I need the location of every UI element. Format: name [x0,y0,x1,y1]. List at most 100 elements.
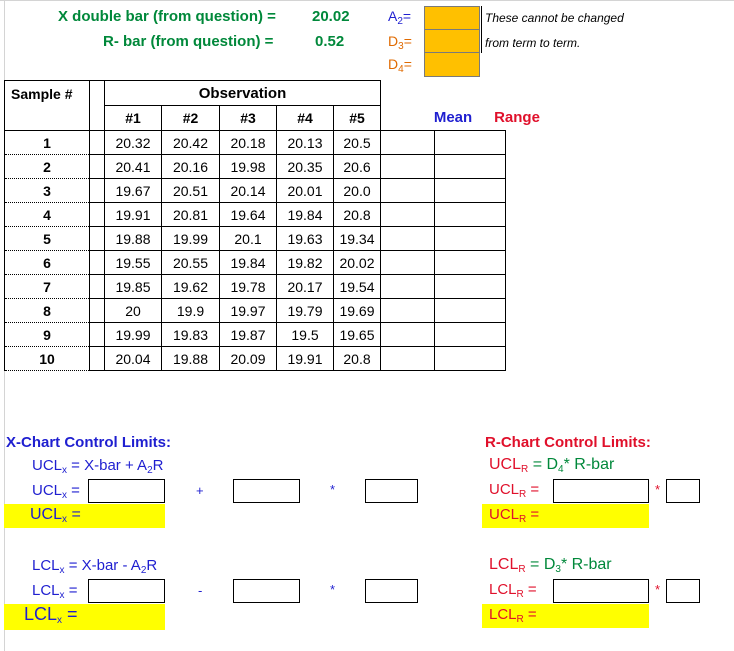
spacer-cell [89,130,105,155]
range-cell[interactable] [434,250,506,275]
observation-cell: 19.97 [219,298,277,323]
range-cell[interactable] [434,130,506,155]
sample-header: Sample # [4,80,90,131]
ucl-x-rbar-input[interactable] [365,479,418,503]
ucl-x-a2-input[interactable] [233,479,300,503]
lcl-x-xbar-input[interactable] [88,579,165,603]
mean-cell[interactable] [380,130,435,155]
sample-number: 1 [4,130,90,155]
range-cell[interactable] [434,178,506,203]
table-row: 10 20.04 19.88 20.09 19.91 20.8 [4,346,506,371]
observation-cell: 20.04 [104,346,162,371]
spacer-cell [89,154,105,179]
lcl-x-result-label: LCLx = [24,604,78,626]
sample-number: 10 [4,346,90,371]
range-cell[interactable] [434,274,506,299]
lcl-r-rbar-input[interactable] [666,579,700,603]
lcl-x-result-row [4,604,165,630]
lcl-r-result-label: LCLR = [489,606,537,625]
range-cell[interactable] [434,322,506,347]
observation-cell: 20.8 [333,346,381,371]
observation-cell: 19.85 [104,274,162,299]
sheet-gridline [0,0,734,1]
xdbar-label: X double bar (from question) = [58,8,276,25]
range-cell[interactable] [434,346,506,371]
spacer-cell [89,80,105,131]
observation-cell: 20.09 [219,346,277,371]
times-sign: * [330,482,336,497]
table-row: 3 19.67 20.51 20.14 20.01 20.0 [4,178,506,203]
d3-input-cell[interactable] [424,29,480,53]
observation-cell: 19.78 [219,274,277,299]
observation-cell: 20.01 [276,178,334,203]
sample-number: 5 [4,226,90,251]
a2-label: A2= [388,8,412,27]
d4-input-cell[interactable] [424,52,480,77]
range-header: Range [494,109,540,126]
spacer-cell [89,250,105,275]
lcl-r-d3-input[interactable] [553,579,649,603]
mean-cell[interactable] [380,298,435,323]
sample-number: 4 [4,202,90,227]
table-row: 6 19.55 20.55 19.84 19.82 20.02 [4,250,506,275]
sample-number: 6 [4,250,90,275]
observation-cell: 19.79 [276,298,334,323]
observation-cell: 20.14 [219,178,277,203]
observation-cell: 19.67 [104,178,162,203]
observation-cell: 19.54 [333,274,381,299]
observation-cell: 19.62 [161,274,220,299]
mean-cell[interactable] [380,154,435,179]
mean-cell[interactable] [380,274,435,299]
rbar-value: 0.52 [315,33,345,50]
observation-cell: 19.99 [161,226,220,251]
observation-header: Observation [104,80,381,106]
mean-cell[interactable] [380,322,435,347]
note-line-2: from term to term. [485,36,581,50]
lcl-r-input-label: LCLR = [489,581,537,600]
observation-cell: 20.55 [161,250,220,275]
table-row: 5 19.88 19.99 20.1 19.63 19.34 [4,226,506,251]
observation-cell: 20.17 [276,274,334,299]
observation-cell: 20.32 [104,130,162,155]
ucl-x-formula: UCLx = X-bar + A2R [32,457,164,476]
minus-sign: - [198,583,203,598]
spacer-cell [89,298,105,323]
ucl-x-xbar-input[interactable] [88,479,165,503]
range-cell[interactable] [434,226,506,251]
mean-header: Mean [433,109,473,126]
observation-cell: 20.42 [161,130,220,155]
observation-cell: 19.69 [333,298,381,323]
mean-cell[interactable] [380,250,435,275]
lcl-x-rbar-input[interactable] [365,579,418,603]
mean-cell[interactable] [380,202,435,227]
rchart-title: R-Chart Control Limits: [485,434,651,451]
xdbar-value: 20.02 [312,8,350,25]
ucl-r-rbar-input[interactable] [666,479,700,503]
range-cell[interactable] [434,202,506,227]
observation-cell: 19.83 [161,322,220,347]
observation-cell: 20.35 [276,154,334,179]
lcl-r-formula: LCLR = D3* R-bar [489,556,612,575]
observation-cell: 20.16 [161,154,220,179]
lcl-x-a2-input[interactable] [233,579,300,603]
range-cell[interactable] [434,154,506,179]
spacer-cell [89,226,105,251]
observation-cell: 19.84 [219,250,277,275]
times-sign: * [330,582,336,597]
mean-cell[interactable] [380,226,435,251]
range-cell[interactable] [434,298,506,323]
observation-cell: 20.6 [333,154,381,179]
ucl-x-input-label: UCLx = [32,482,80,501]
ucl-r-d4-input[interactable] [553,479,649,503]
observation-cell: 19.88 [161,346,220,371]
mean-cell[interactable] [380,178,435,203]
a2-input-cell[interactable] [424,6,480,30]
observation-cell: 20.0 [333,178,381,203]
observation-cell: 20.18 [219,130,277,155]
ucl-r-input-label: UCLR = [489,481,540,500]
obs-col-header: #2 [161,105,220,131]
xchart-title: X-Chart Control Limits: [6,434,171,451]
mean-cell[interactable] [380,346,435,371]
spacer-cell [89,274,105,299]
obs-col-header: #5 [333,105,381,131]
